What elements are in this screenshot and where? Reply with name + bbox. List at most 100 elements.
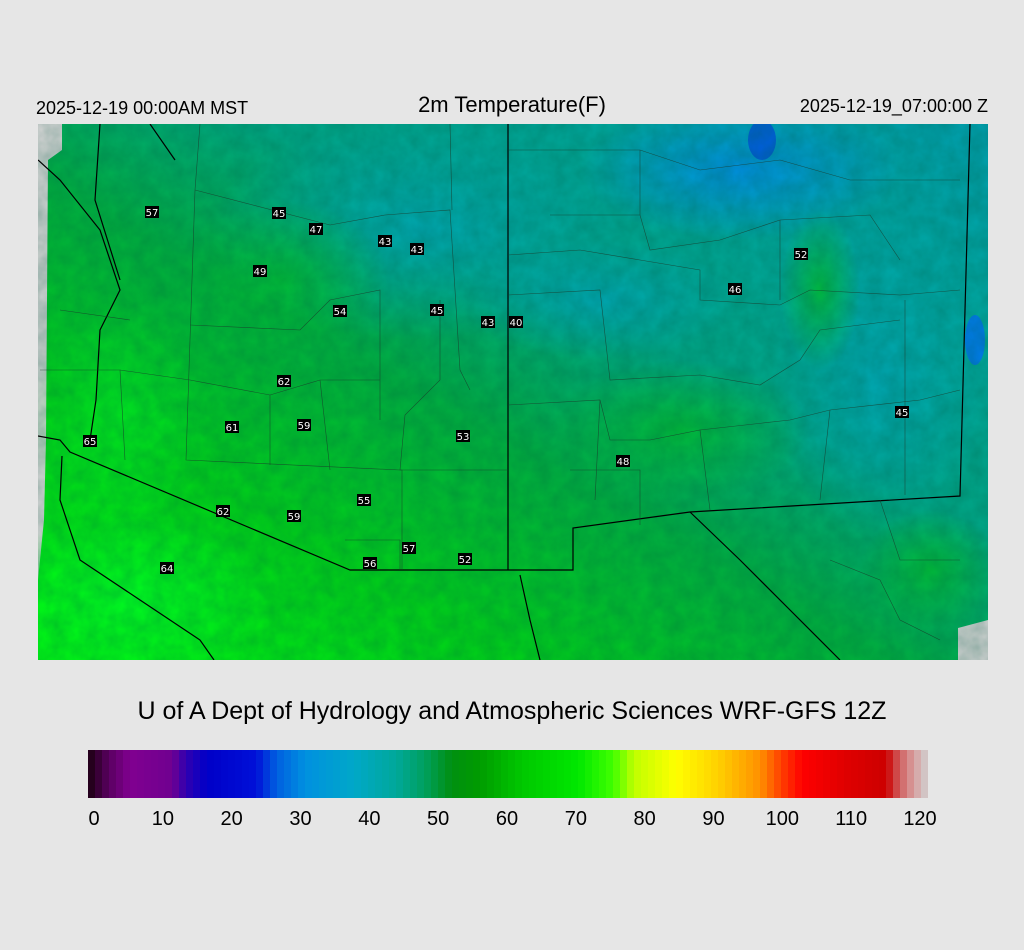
colorbar-segment [214, 750, 222, 798]
colorbar-segment [109, 750, 117, 798]
colorbar-tick-label: 20 [220, 808, 243, 830]
colorbar-segment [781, 750, 789, 798]
colorbar-segment [620, 750, 628, 798]
station-value: 59 [288, 512, 301, 523]
colorbar-segment [564, 750, 572, 798]
station-value: 52 [795, 250, 808, 261]
station-label: 40 [509, 316, 523, 329]
colorbar-segment [494, 750, 502, 798]
colorbar-segment [186, 750, 194, 798]
colorbar-segment [312, 750, 320, 798]
colorbar-tick-label: 60 [495, 808, 519, 830]
station-label: 59 [287, 510, 301, 523]
colorbar-segment [235, 750, 243, 798]
colorbar-segment [725, 750, 733, 798]
colorbar-segment [144, 750, 152, 798]
colorbar-segment [823, 750, 831, 798]
colorbar-segment [536, 750, 544, 798]
colorbar-segment [914, 750, 922, 798]
station-label: 56 [363, 557, 377, 570]
station-label: 62 [277, 375, 291, 388]
station-value: 40 [510, 318, 523, 329]
colorbar-segment [151, 750, 159, 798]
colorbar-segment [662, 750, 670, 798]
colorbar-segment [872, 750, 880, 798]
colorbar-segment [844, 750, 852, 798]
station-label: 45 [895, 406, 909, 419]
station-value: 55 [358, 496, 371, 507]
colorbar-segment [445, 750, 453, 798]
station-value: 43 [411, 245, 424, 256]
station-value: 61 [226, 423, 239, 434]
station-value: 48 [617, 457, 630, 468]
colorbar-tick-label: 50 [427, 808, 450, 830]
colorbar-segment [270, 750, 278, 798]
colorbar-segment [487, 750, 495, 798]
colorbar-segment [795, 750, 803, 798]
colorbar-segment [263, 750, 271, 798]
station-value: 59 [298, 421, 311, 432]
colorbar-segment [886, 750, 894, 798]
colorbar-segment [851, 750, 859, 798]
station-label: 46 [728, 283, 742, 296]
colorbar-segment [221, 750, 229, 798]
colorbar-segment [424, 750, 432, 798]
colorbar-segment [529, 750, 537, 798]
colorbar-segment [746, 750, 754, 798]
colorbar-segment [452, 750, 460, 798]
colorbar-segment [277, 750, 285, 798]
station-value: 52 [459, 555, 472, 566]
colorbar-segment [774, 750, 782, 798]
colorbar-segment [837, 750, 845, 798]
colorbar-segment [634, 750, 642, 798]
colorbar-segment [739, 750, 747, 798]
station-label: 45 [272, 207, 286, 220]
colorbar-ticks: 0 10 20 30 40 50 60 70 80 90 100 110 120 [0, 808, 1024, 838]
colorbar-tick-label: 30 [289, 808, 312, 830]
station-label: 59 [297, 419, 311, 432]
colorbar-segment [550, 750, 558, 798]
colorbar-segment [648, 750, 656, 798]
colorbar-segment [137, 750, 145, 798]
colorbar-segment [830, 750, 838, 798]
colorbar-segment [788, 750, 796, 798]
station-value: 57 [403, 544, 416, 555]
colorbar-segment [382, 750, 390, 798]
colorbar-segment [760, 750, 768, 798]
station-value: 53 [457, 432, 470, 443]
station-label: 62 [216, 505, 230, 518]
temperature-map: 57 45 47 43 43 49 54 45 43 40 52 46 62 61 59 65 53 48 45 55… [38, 124, 988, 660]
station-value: 45 [896, 408, 909, 419]
colorbar-segment [893, 750, 901, 798]
colorbar-tick-label: 10 [151, 808, 174, 830]
colorbar-segment [256, 750, 264, 798]
colorbar-tick-label: 0 [88, 808, 100, 830]
colorbar-segment [347, 750, 355, 798]
colorbar-segment [613, 750, 621, 798]
colorbar-segment [375, 750, 383, 798]
colorbar-segment [438, 750, 446, 798]
colorbar-segment [165, 750, 173, 798]
colorbar-segment [879, 750, 887, 798]
station-value: 54 [334, 307, 347, 318]
station-label: 43 [410, 243, 424, 256]
colorbar-segment [732, 750, 740, 798]
station-label: 45 [430, 304, 444, 317]
colorbar-segment [809, 750, 817, 798]
station-value: 64 [161, 564, 174, 575]
colorbar-segment [123, 750, 131, 798]
station-label: 49 [253, 265, 267, 278]
colorbar-segment [326, 750, 334, 798]
colorbar-segment [431, 750, 439, 798]
station-label: 43 [481, 316, 495, 329]
colorbar-segment [158, 750, 166, 798]
colorbar-segment [606, 750, 614, 798]
colorbar-segment [389, 750, 397, 798]
colorbar-segment [354, 750, 362, 798]
colorbar-segment [515, 750, 523, 798]
station-label: 54 [333, 305, 347, 318]
station-label: 43 [378, 235, 392, 248]
colorbar-segment [410, 750, 418, 798]
station-label: 61 [225, 421, 239, 434]
colorbar-segment [291, 750, 299, 798]
